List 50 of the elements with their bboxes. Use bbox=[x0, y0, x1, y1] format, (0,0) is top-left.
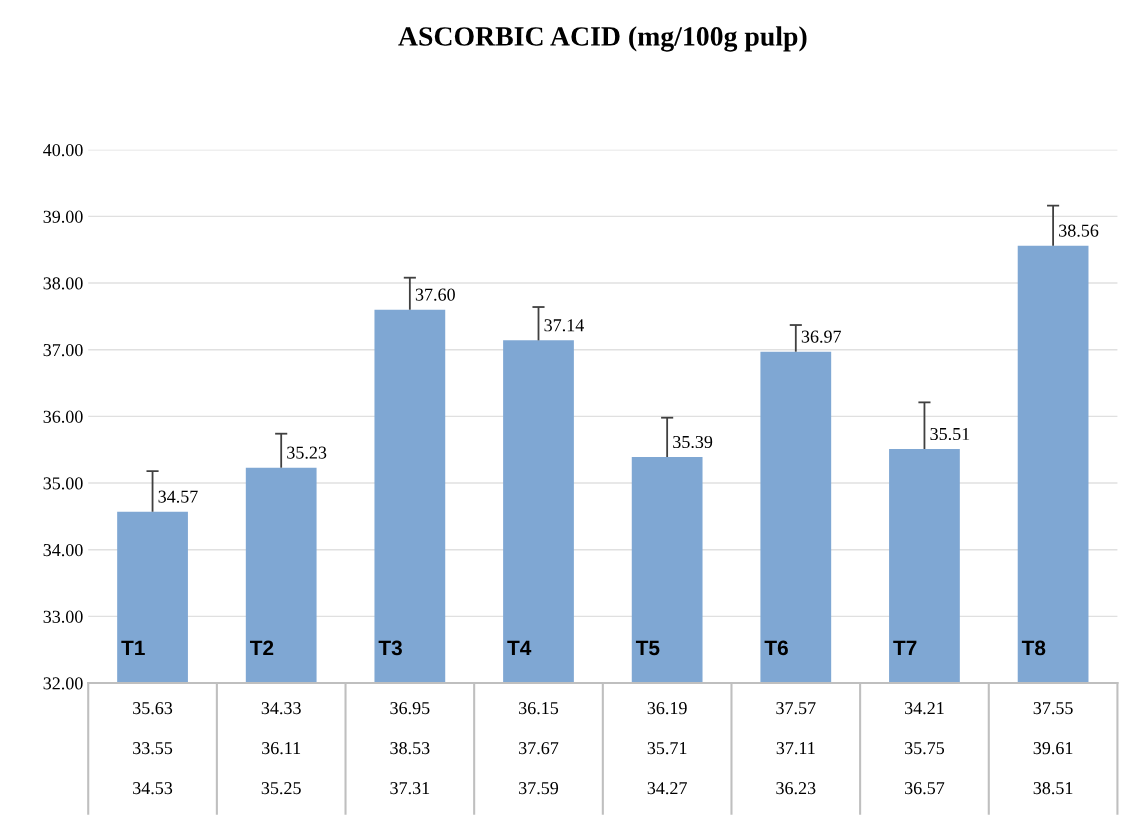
x-tick-label: T1 bbox=[121, 640, 145, 656]
text: 34.53 bbox=[133, 782, 173, 795]
chart-title: ASCORBIC ACID (mg/100g pulp) bbox=[398, 26, 807, 52]
text: 37.11 bbox=[776, 742, 815, 755]
text: 38.51 bbox=[1033, 782, 1073, 795]
data-label: 35.23 bbox=[287, 446, 327, 459]
text: 37.57 bbox=[776, 702, 816, 715]
x-tick-label: T5 bbox=[635, 640, 660, 656]
data-label: 37.60 bbox=[415, 288, 455, 301]
text: 37.55 bbox=[1033, 702, 1073, 715]
data-label: 34.57 bbox=[158, 490, 198, 503]
y-tick-label: 36.00 bbox=[43, 410, 83, 423]
text: 37.67 bbox=[519, 742, 559, 755]
text: 35.71 bbox=[647, 742, 687, 755]
text: 39.61 bbox=[1033, 742, 1073, 755]
text: 37.31 bbox=[390, 782, 430, 795]
text: 34.33 bbox=[261, 702, 301, 715]
y-tick-label: 35.00 bbox=[43, 477, 83, 490]
data-label: 37.14 bbox=[544, 319, 584, 332]
data-label: 35.39 bbox=[673, 435, 713, 449]
y-tick-label: 40.00 bbox=[43, 143, 83, 157]
x-tick-label: T7 bbox=[893, 640, 917, 656]
y-tick-label: 33.00 bbox=[43, 610, 83, 623]
text: 36.19 bbox=[647, 702, 687, 715]
text: 36.95 bbox=[390, 702, 430, 715]
data-label: 35.51 bbox=[930, 427, 970, 441]
x-tick-label: T4 bbox=[507, 640, 532, 656]
y-tick-label: 34.00 bbox=[43, 543, 83, 557]
text: 34.27 bbox=[647, 782, 687, 795]
text: 35.63 bbox=[133, 702, 173, 715]
text: 35.75 bbox=[905, 742, 945, 755]
text: 34.21 bbox=[905, 702, 944, 715]
y-tick-label: 32.00 bbox=[43, 677, 83, 690]
text: 38.53 bbox=[390, 742, 430, 755]
text: 36.57 bbox=[905, 782, 945, 795]
y-tick-label: 39.00 bbox=[43, 210, 83, 223]
x-tick-label: T3 bbox=[378, 640, 402, 656]
x-tick-label: T6 bbox=[764, 640, 788, 656]
text: 36.15 bbox=[519, 702, 559, 715]
x-tick-label: T8 bbox=[1021, 640, 1046, 656]
x-tick-label: T2 bbox=[249, 640, 274, 656]
data-label: 38.56 bbox=[1059, 224, 1099, 237]
data-label: 36.97 bbox=[801, 330, 842, 343]
text: 35.25 bbox=[261, 782, 301, 795]
text: 36.11 bbox=[262, 742, 301, 755]
text: 36.23 bbox=[776, 782, 816, 795]
text: 37.59 bbox=[519, 782, 559, 795]
y-tick-label: 37.00 bbox=[43, 343, 83, 357]
y-tick-label: 38.00 bbox=[43, 277, 83, 290]
text: 33.55 bbox=[133, 742, 173, 755]
